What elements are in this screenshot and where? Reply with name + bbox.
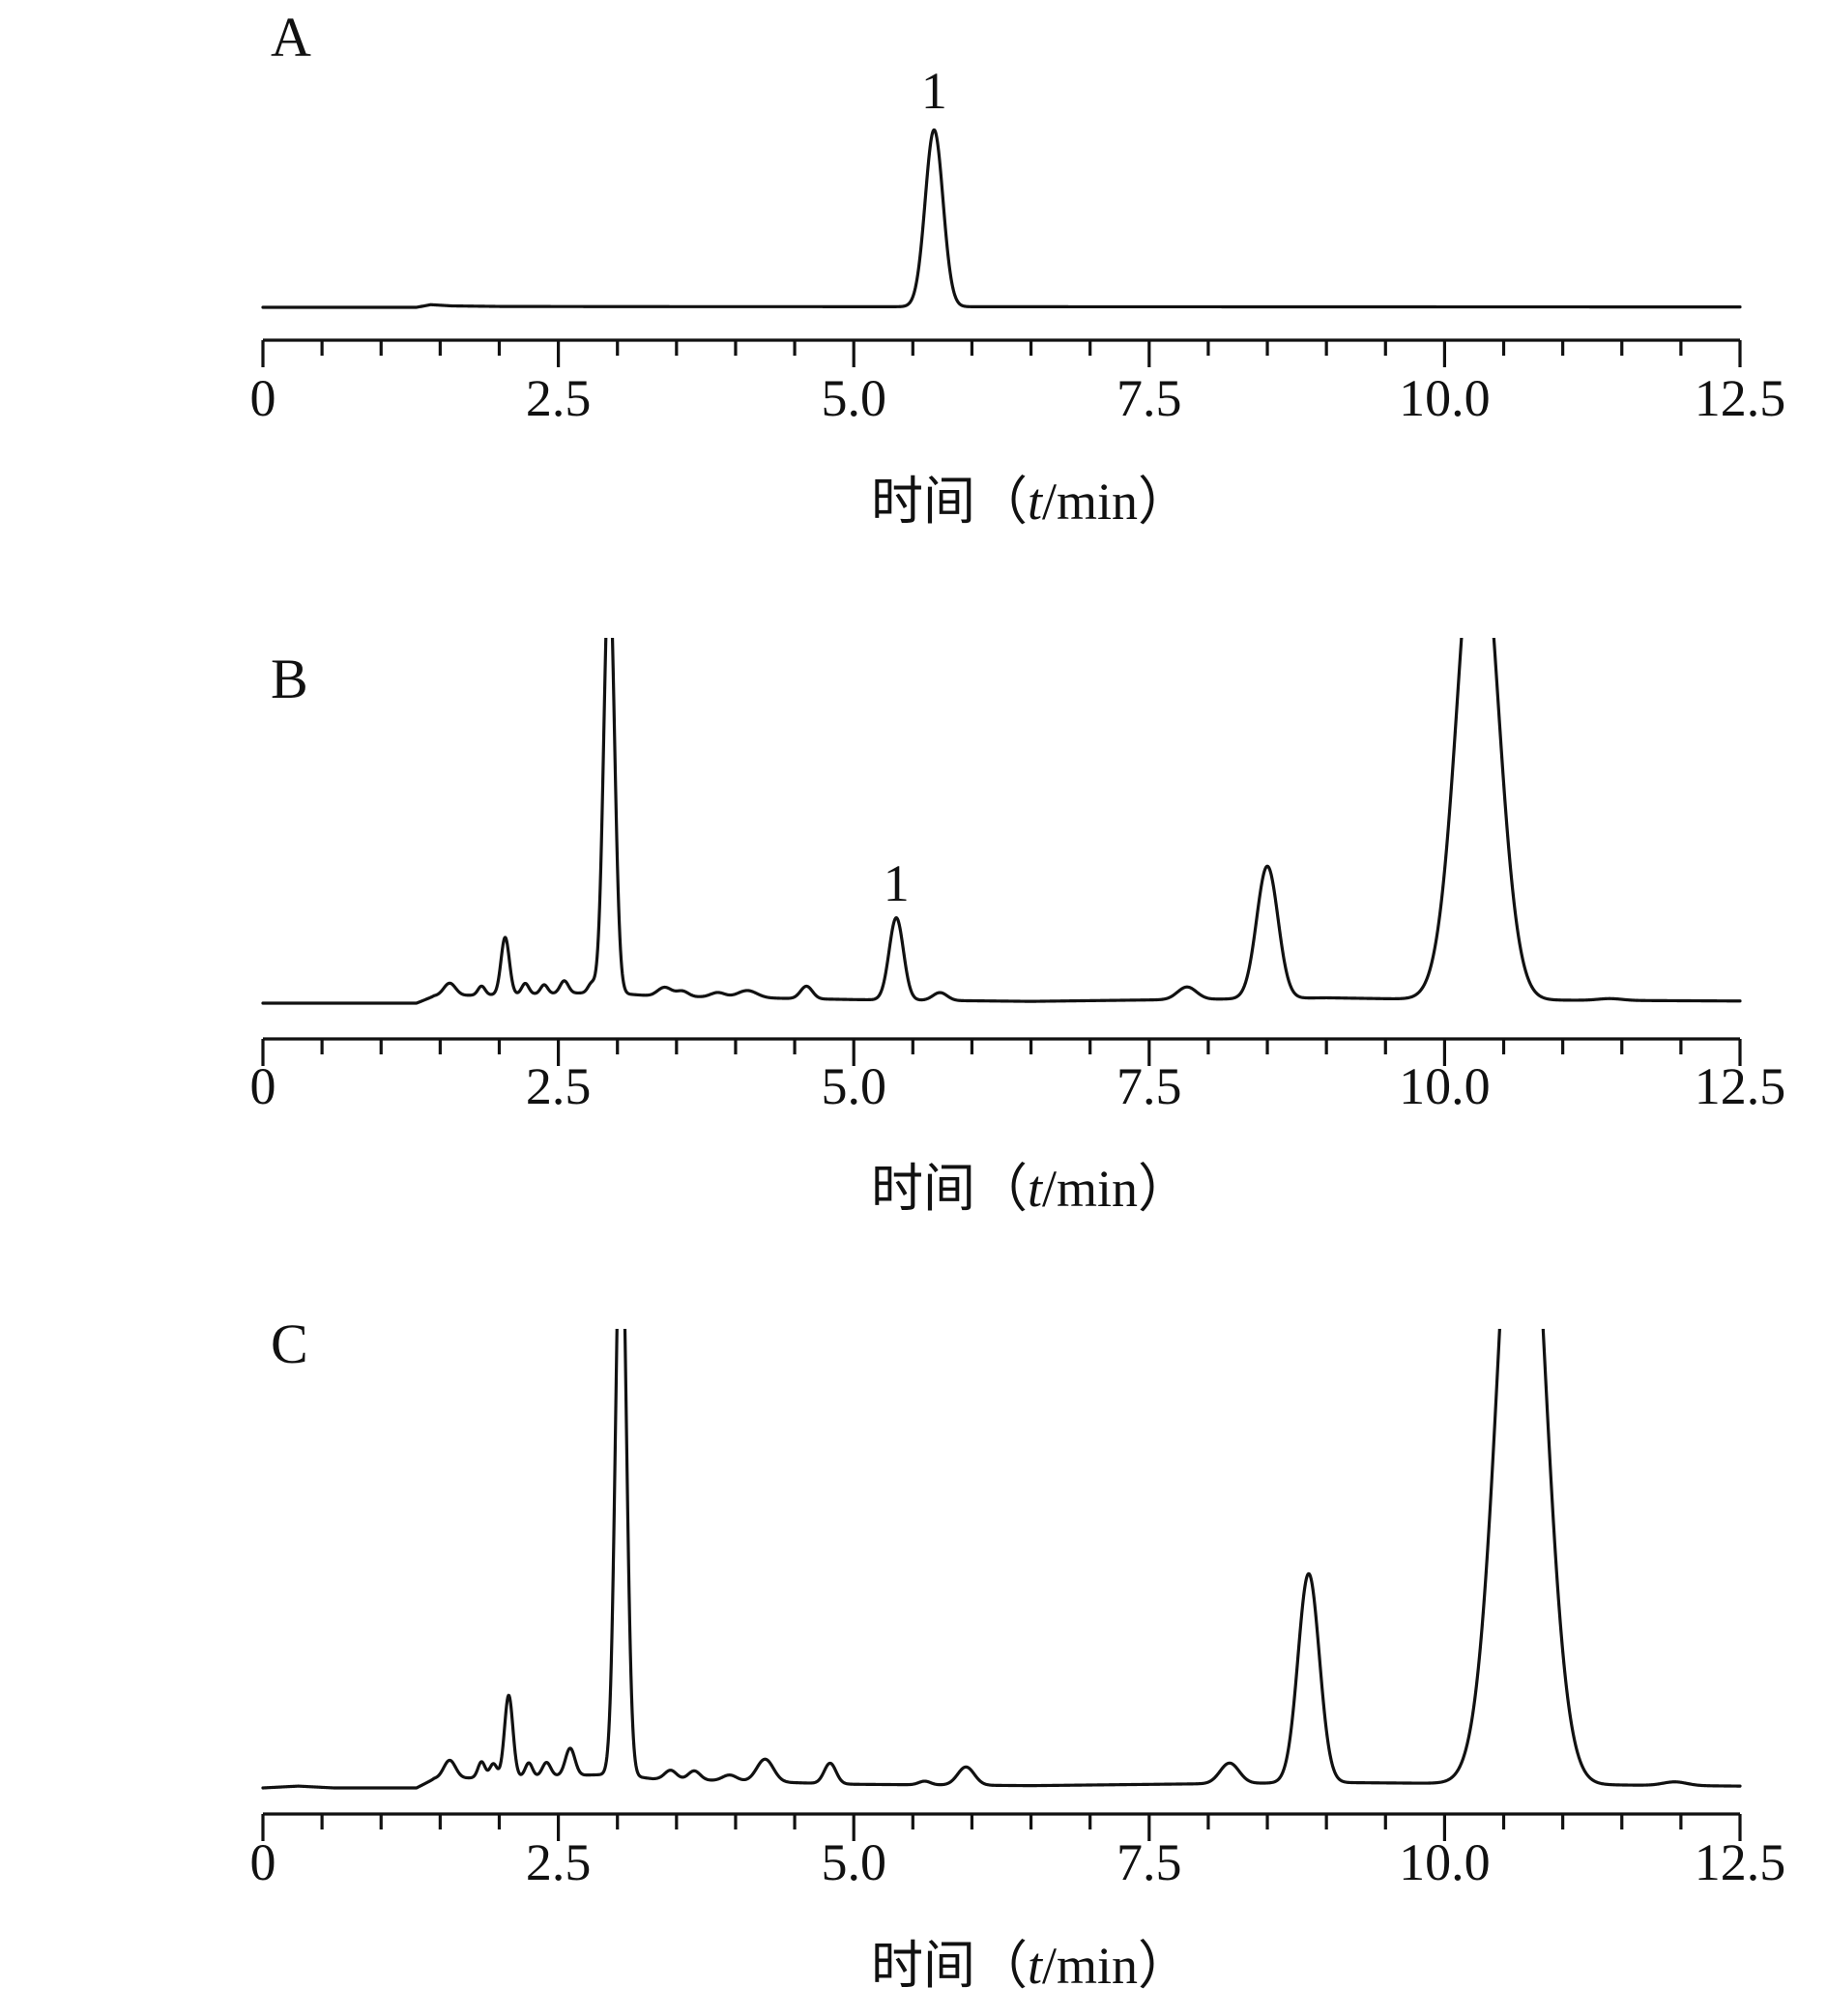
x-tick-label: 12.5 — [1695, 1057, 1786, 1115]
chromatogram-trace-c — [261, 1329, 1742, 1790]
chromatogram-panel-b: 0 2.5 5.0 7.5 10.0 12.5 时间（t/min） B 1 — [250, 638, 1786, 1219]
panel-label: C — [271, 1312, 308, 1375]
x-tick-label: 12.5 — [1695, 1833, 1786, 1891]
x-axis-title: 时间（t/min） — [871, 1158, 1190, 1219]
x-tick-label: 5.0 — [821, 1057, 886, 1115]
x-tick-label: 7.5 — [1116, 1833, 1182, 1891]
x-axis-title: 时间（t/min） — [871, 471, 1190, 532]
x-tick-label: 2.5 — [526, 1057, 592, 1115]
x-tick-label: 0 — [250, 369, 276, 427]
x-tick-label: 2.5 — [526, 1833, 592, 1891]
peak-label: 1 — [921, 62, 947, 120]
chromatogram-trace-a — [261, 128, 1742, 309]
x-tick-label: 7.5 — [1116, 369, 1182, 427]
x-tick-label: 0 — [250, 1833, 276, 1891]
x-tick-label: 10.0 — [1399, 369, 1491, 427]
x-tick-label: 0 — [250, 1057, 276, 1115]
peak-label: 1 — [884, 854, 910, 912]
chromatogram-panel-c: 0 2.5 5.0 7.5 10.0 12.5 时间（t/min） C — [250, 1312, 1786, 1996]
x-tick-label: 5.0 — [821, 1833, 886, 1891]
x-tick-label: 10.0 — [1399, 1833, 1491, 1891]
x-tick-label: 5.0 — [821, 369, 886, 427]
x-tick-label: 2.5 — [526, 369, 592, 427]
x-tick-label: 7.5 — [1116, 1057, 1182, 1115]
x-tick-label: 12.5 — [1695, 369, 1786, 427]
panel-label: B — [271, 648, 308, 710]
chromatogram-trace-b — [261, 638, 1742, 1005]
panel-label: A — [271, 6, 311, 69]
chromatogram-panel-a: 0 2.5 5.0 7.5 10.0 12.5 时间（t/min） A 1 — [250, 6, 1786, 532]
x-axis-title: 时间（t/min） — [871, 1935, 1190, 1996]
x-tick-label: 10.0 — [1399, 1057, 1491, 1115]
